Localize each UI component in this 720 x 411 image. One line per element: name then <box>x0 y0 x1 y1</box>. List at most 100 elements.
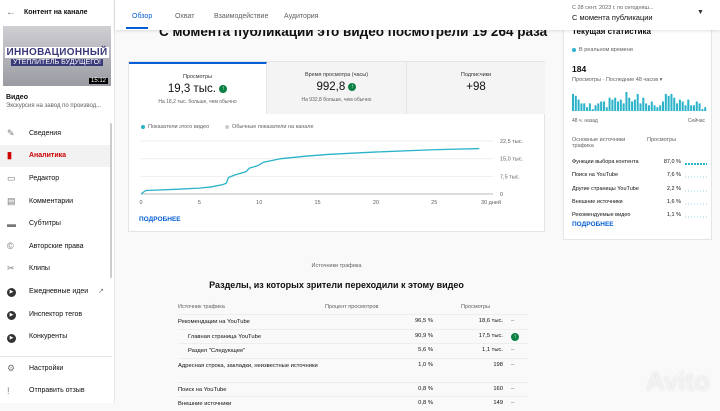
sidebar-item-competitors[interactable]: ▶ Конкуренты <box>0 325 112 348</box>
sidebar-item-tags[interactable]: ▶ Инспектор тегов <box>0 303 112 326</box>
sidebar-item-analytics[interactable]: ▮ Аналитика <box>0 144 112 168</box>
sidebar-item-pencil[interactable]: ✎ Сведения <box>7 127 61 138</box>
realtime-bar <box>622 103 625 111</box>
subtitles-icon: ▬ <box>7 218 16 229</box>
realtime-bar <box>695 101 698 111</box>
realtime-bar <box>600 101 603 111</box>
realtime-bar <box>591 109 594 111</box>
y-tick-label: 15,0 тыс. <box>500 157 523 163</box>
tab-overview[interactable]: Обзор <box>132 13 153 20</box>
realtime-bar <box>614 97 617 111</box>
realtime-bar <box>639 103 642 111</box>
realtime-more-button[interactable]: ПОДРОБНЕЕ <box>572 221 614 228</box>
metric-watch-time[interactable]: Время просмотра (часы) 992,8 ↑ На 932,8 … <box>267 62 407 114</box>
sidebar-bottom: ⚙ Настройки ! Отправить отзыв <box>0 356 112 402</box>
period-range[interactable]: С 28 сент. 2023 г. по сегодняш... <box>572 5 654 11</box>
tab-reach[interactable]: Охват <box>175 13 195 20</box>
realtime-bar <box>698 103 701 111</box>
caret-down-icon: ▾ <box>659 77 663 83</box>
sidebar-item-settings[interactable]: ⚙ Настройки <box>7 362 64 373</box>
realtime-bar <box>704 107 707 111</box>
realtime-bar <box>676 103 679 111</box>
duration-badge: 15:12 <box>88 78 108 84</box>
period-select[interactable]: С момента публикации <box>572 13 653 22</box>
y-tick-label: 7,5 тыс. <box>500 174 520 180</box>
realtime-bar <box>625 92 628 111</box>
realtime-bar <box>586 107 589 111</box>
legend-channel-typical: Обычные показатели на канале <box>225 124 314 130</box>
realtime-bar <box>619 99 622 111</box>
realtime-bar <box>678 99 681 111</box>
realtime-bar <box>656 107 659 111</box>
realtime-bar <box>602 101 605 111</box>
back-arrow-icon[interactable]: ← <box>6 6 16 18</box>
sidebar-item-clips[interactable]: ✂ Клипы <box>7 263 50 274</box>
external-link-icon[interactable]: ↗ <box>98 288 104 296</box>
realtime-bar <box>636 93 639 111</box>
video-label: Видео <box>6 94 28 101</box>
realtime-bar <box>574 95 577 111</box>
more-button[interactable]: ПОДРОБНЕЕ <box>139 216 181 223</box>
realtime-bar <box>670 93 673 111</box>
table-row[interactable]: Поиск на YouTube 0,8 % 160– <box>178 381 528 397</box>
sidebar-item-comments[interactable]: ▤ Комментарии <box>7 195 74 206</box>
sidebar-item-editor[interactable]: ▭ Редактор <box>7 172 60 183</box>
sidebar-scrollbar[interactable] <box>110 123 112 278</box>
back-to-content[interactable]: ← Контент на канале <box>6 6 88 18</box>
realtime-bar <box>690 105 693 111</box>
realtime-source-row: Поиск на YouTube 7,6 % <box>572 172 707 178</box>
trend-indicator: – <box>511 361 515 368</box>
sidebar: ← Контент на канале ИННОВАЦИОННЫЙ УТЕПЛИТ… <box>0 0 115 403</box>
video-thumbnail[interactable]: ИННОВАЦИОННЫЙ УТЕПЛИТЕЛЬ БУДУЩЕГО! 15:12 <box>3 26 111 86</box>
sparkline <box>685 203 707 205</box>
table-row[interactable]: Главная страница YouTube 90,9 % 17,5 тыс. ↑ <box>178 328 528 344</box>
metric-views[interactable]: Просмотры 19,3 тыс. ↑ На 18,2 тыс. больш… <box>129 62 267 114</box>
sidebar-item-ideas[interactable]: ▶ Ежедневные идеи ↗ <box>0 280 112 303</box>
realtime-bar <box>653 105 656 111</box>
realtime-source-row: Другие страницы YouTube 2,2 % <box>572 186 707 192</box>
realtime-bar <box>692 105 695 111</box>
realtime-bar <box>673 97 676 111</box>
pencil-icon: ✎ <box>7 127 15 138</box>
metric-subscribers[interactable]: Подписчики +98 <box>407 62 545 114</box>
sidebar-item-feedback[interactable]: ! Отправить отзыв <box>7 385 85 396</box>
tags-icon: ▶ <box>7 308 29 321</box>
sparkline <box>685 190 707 191</box>
realtime-bar <box>577 99 580 111</box>
realtime-bar <box>594 105 597 111</box>
sidebar-item-subtitles[interactable]: ▬ Субтитры <box>7 218 61 229</box>
realtime-title: Текущая статистика <box>572 27 651 36</box>
trend-indicator: – <box>511 400 515 406</box>
x-tick-label: 0 <box>140 200 143 206</box>
legend-dot <box>225 124 229 129</box>
views-line-chart: 0 7,5 тыс. 15,0 тыс. 22,5 тыс. 0 5 10 15 20 25 30 … <box>140 139 524 206</box>
video-description: Экскурсия на завод по производ... <box>6 103 102 109</box>
realtime-bar <box>633 99 636 111</box>
avito-watermark: Avito <box>645 366 710 396</box>
realtime-bar <box>701 109 704 111</box>
table-row[interactable]: Рекомендации на YouTube 96,5 % 18,6 тыс. – <box>178 314 528 329</box>
legend-dot <box>141 124 145 129</box>
table-row[interactable]: Адресная строка, закладки, неизвестные и… <box>178 357 528 382</box>
tab-engagement[interactable]: Взаимодействие <box>214 13 269 20</box>
arrow-up-icon: ↑ <box>219 84 228 93</box>
y-tick-label: 22,5 тыс. <box>500 139 523 145</box>
series-line <box>140 147 480 195</box>
table-row[interactable]: Внешние источники 0,8 % 149– <box>178 396 528 411</box>
caret-down-icon[interactable]: ▼ <box>697 9 704 16</box>
table-row[interactable]: Раздел "Следующее" 5,6 % 1,1 тыс. – <box>178 343 528 358</box>
trend-indicator: – <box>511 318 515 324</box>
sidebar-item-copyright[interactable]: © Авторские права <box>7 241 84 252</box>
copyright-icon: © <box>7 241 14 252</box>
sparkline <box>685 216 707 218</box>
realtime-period-select[interactable]: Просмотры · Последние 48 часов ▾ <box>572 77 663 83</box>
sparkline <box>685 176 707 178</box>
active-tab-indicator <box>126 27 148 29</box>
trend-indicator: – <box>511 385 515 392</box>
realtime-source-row: Внешние источники 1,6 % <box>572 199 707 205</box>
realtime-bar <box>583 103 586 111</box>
realtime-bar <box>580 103 583 111</box>
analytics-icon: ▮ <box>7 150 12 161</box>
tab-audience[interactable]: Аудитория <box>284 13 319 20</box>
legend-this-video: Показатели этого видео <box>141 124 209 130</box>
